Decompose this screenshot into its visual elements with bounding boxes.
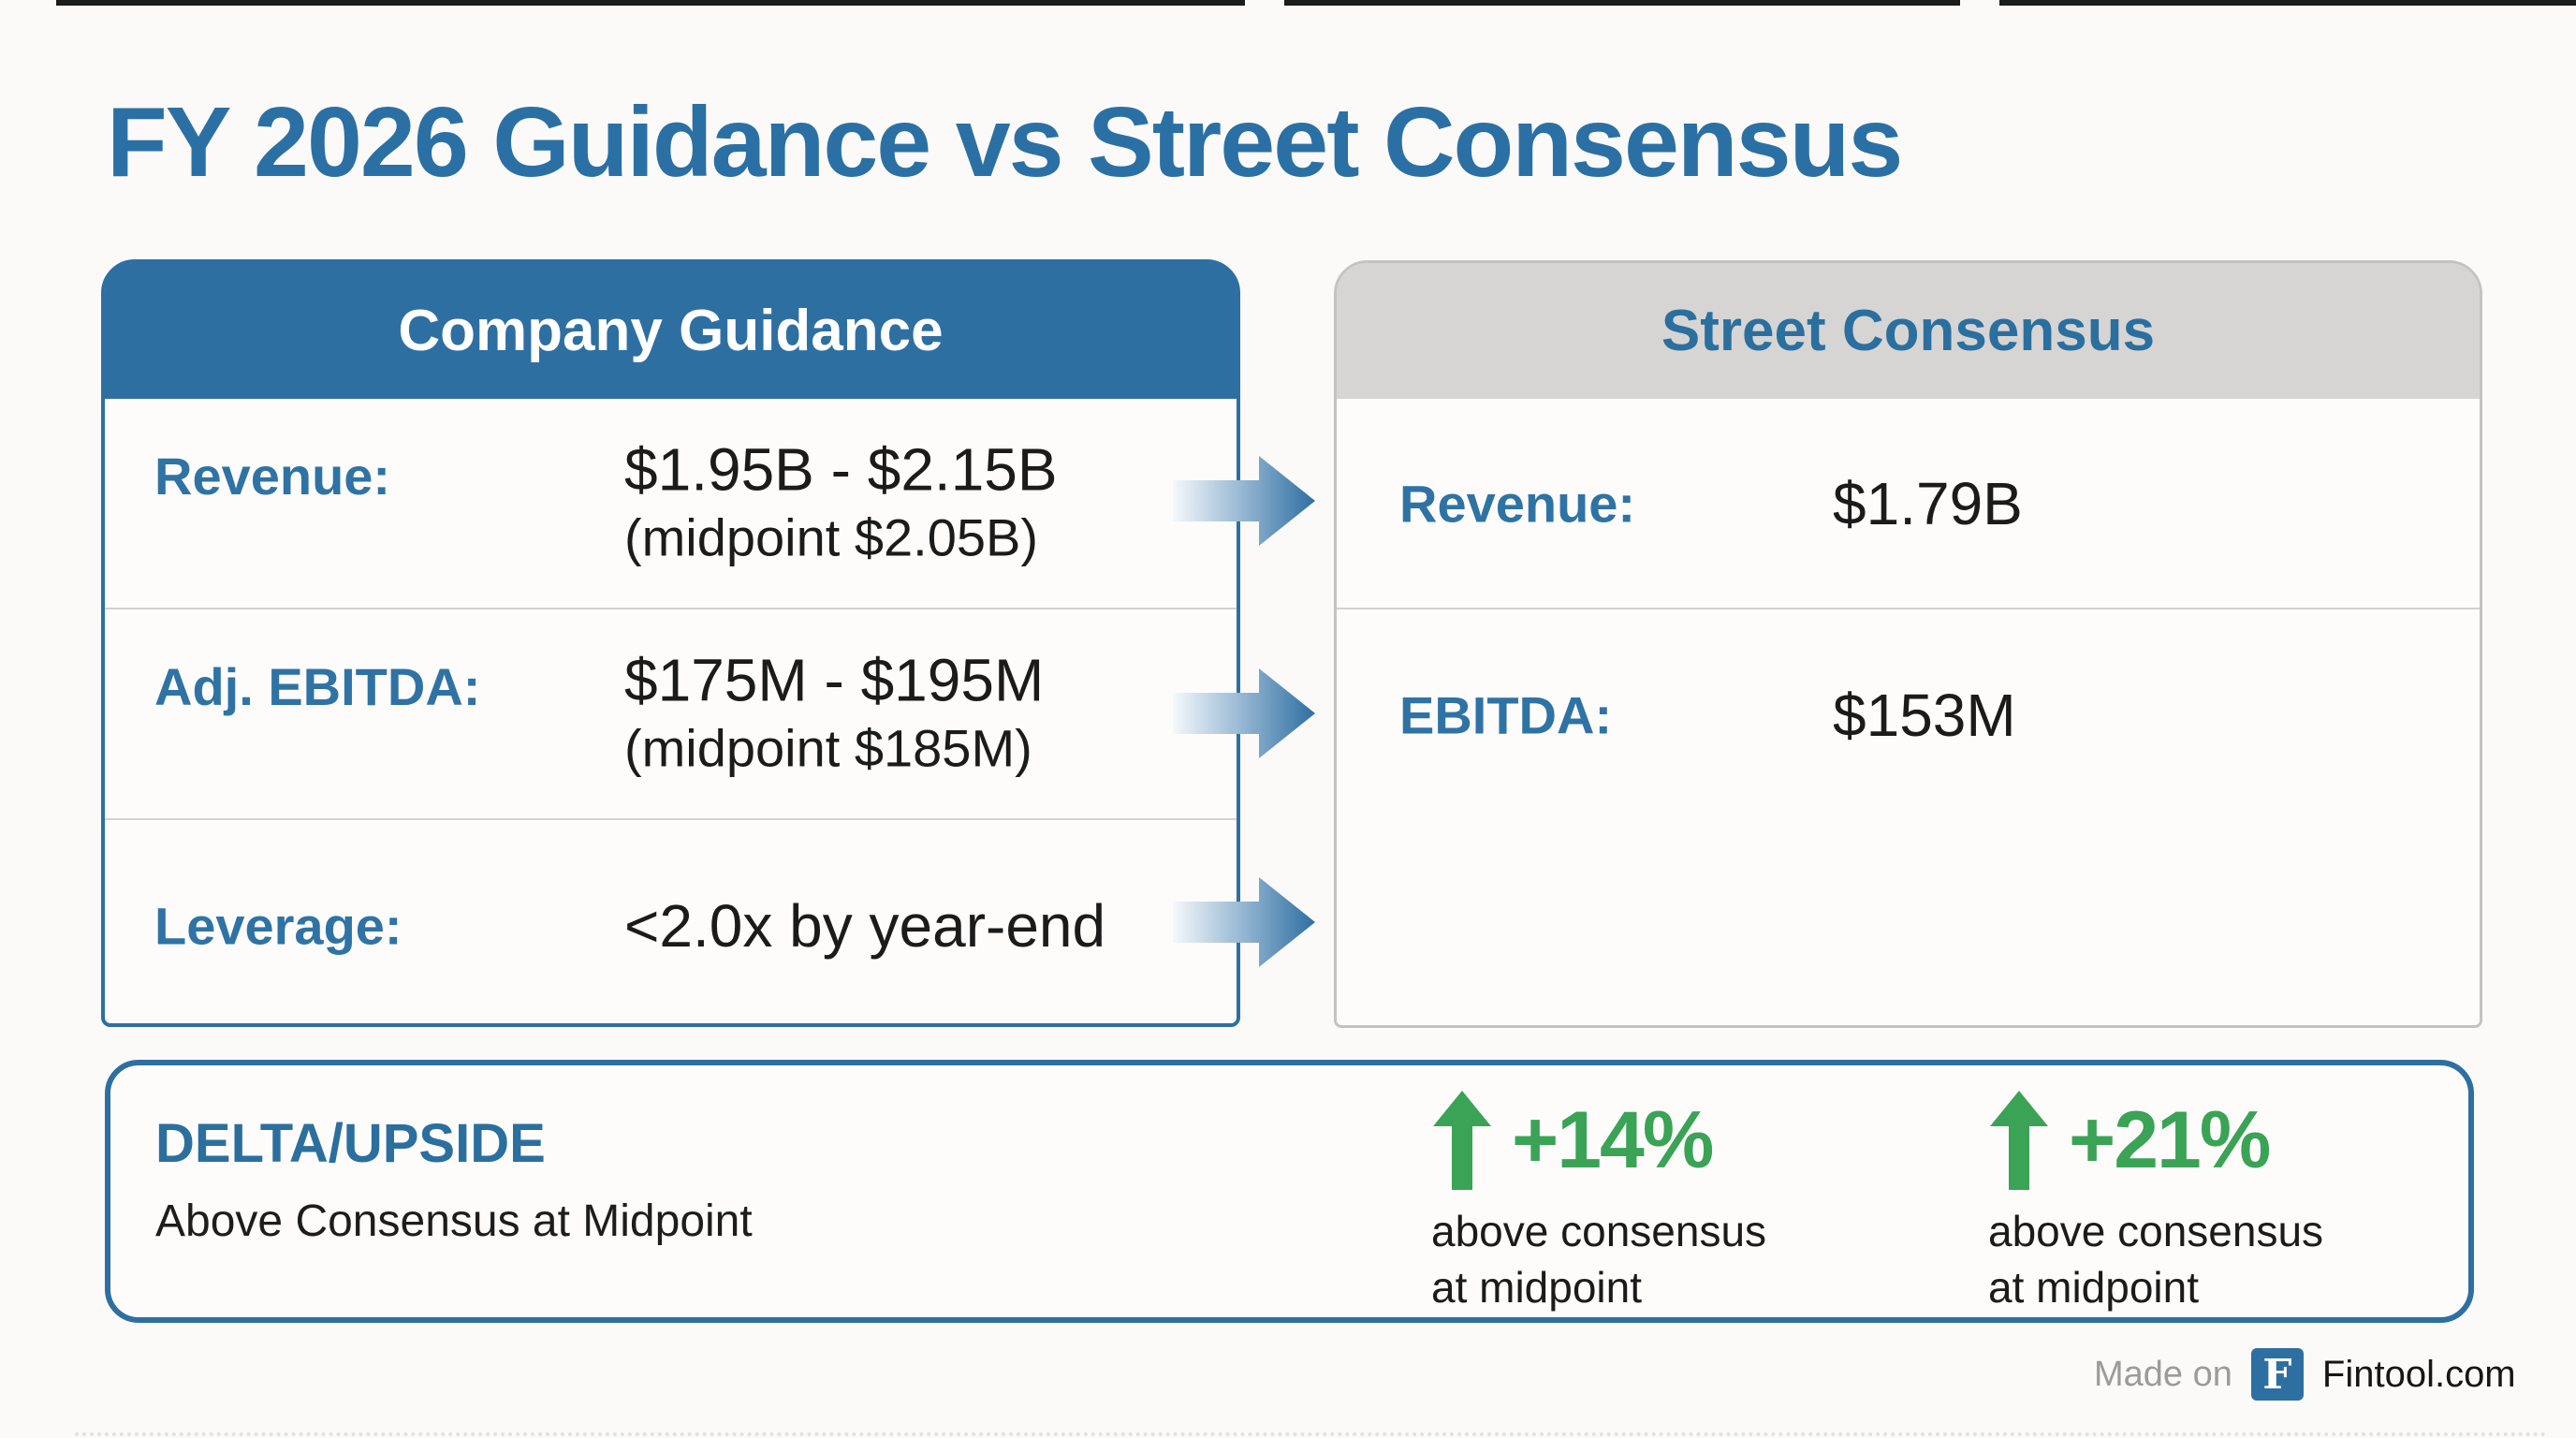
street-consensus-panel: Street Consensus Revenue: $1.79B EBITDA:… [1334,260,2482,1028]
guidance-row-revenue: Revenue: $1.95B - $2.15B (midpoint $2.05… [105,399,1237,609]
consensus-row-revenue: Revenue: $1.79B [1337,399,2480,609]
revenue-label: Revenue: [154,447,391,506]
company-guidance-header: Company Guidance [105,263,1237,399]
delta-upside-box: DELTA/UPSIDE Above Consensus at Midpoint… [105,1060,2474,1323]
top-border-segment [1284,0,1960,6]
ebitda-range: $175M - $195M [624,645,1045,713]
up-arrow-icon [1433,1091,1491,1190]
delta-caption-line: at midpoint [1988,1263,2200,1313]
street-consensus-header: Street Consensus [1337,263,2480,399]
right-arrow-icon [1173,456,1315,546]
ebitda-value-block: $175M - $195M (midpoint $185M) [624,645,1044,783]
top-border-segment [56,0,1245,6]
delta-percent-row: +14% [1431,1088,1766,1193]
leverage-value-block: <2.0x by year-end [624,890,1105,960]
guidance-row-ebitda: Adj. EBITDA: $175M - $195M (midpoint $18… [105,609,1237,820]
fintool-logo-icon[interactable]: F [2250,1348,2304,1401]
up-arrow-icon [1990,1091,2048,1190]
delta-percent: +14% [1512,1094,1714,1185]
delta-heading-block: DELTA/UPSIDE Above Consensus at Midpoint [155,1112,753,1247]
delta-item-revenue: +14% above consensus at midpoint [1431,1088,1766,1315]
delta-title: DELTA/UPSIDE [155,1113,546,1174]
consensus-row-ebitda: EBITDA: $153M [1337,609,2480,820]
delta-item-ebitda: +21% above consensus at midpoint [1988,1088,2323,1315]
ebitda-midpoint: (midpoint $185M) [624,718,1032,778]
delta-caption-line: above consensus [1988,1207,2324,1255]
leverage-value: <2.0x by year-end [624,891,1106,960]
footer: Made on F Fintool.com [2094,1348,2516,1401]
revenue-value-block: $1.95B - $2.15B (midpoint $2.05B) [624,434,1058,572]
consensus-revenue-label: Revenue: [1399,474,1636,533]
delta-subtitle: Above Consensus at Midpoint [155,1196,753,1246]
bottom-dotted-divider [75,1432,2548,1436]
company-guidance-panel: Company Guidance Revenue: $1.95B - $2.15… [101,259,1240,1027]
adj-ebitda-label: Adj. EBITDA: [154,657,481,716]
consensus-ebitda-value: $153M [1833,681,2016,749]
delta-percent-row: +21% [1988,1088,2323,1193]
guidance-row-leverage: Leverage: <2.0x by year-end [105,820,1237,1031]
top-border-segment [1999,0,2576,6]
page-title: FY 2026 Guidance vs Street Consensus [107,87,1903,198]
revenue-midpoint: (midpoint $2.05B) [624,507,1039,567]
delta-caption-line: above consensus [1431,1207,1767,1255]
revenue-range: $1.95B - $2.15B [624,434,1058,503]
consensus-revenue-value: $1.79B [1833,469,2023,537]
made-on-label: Made on [2094,1354,2232,1394]
fintool-link[interactable]: Fintool.com [2321,1353,2516,1395]
delta-percent: +21% [2069,1094,2271,1185]
right-arrow-icon [1173,668,1315,758]
right-arrow-icon [1173,877,1315,967]
delta-caption-line: at midpoint [1431,1263,1643,1313]
leverage-label: Leverage: [154,896,402,955]
consensus-ebitda-label: EBITDA: [1399,685,1613,744]
